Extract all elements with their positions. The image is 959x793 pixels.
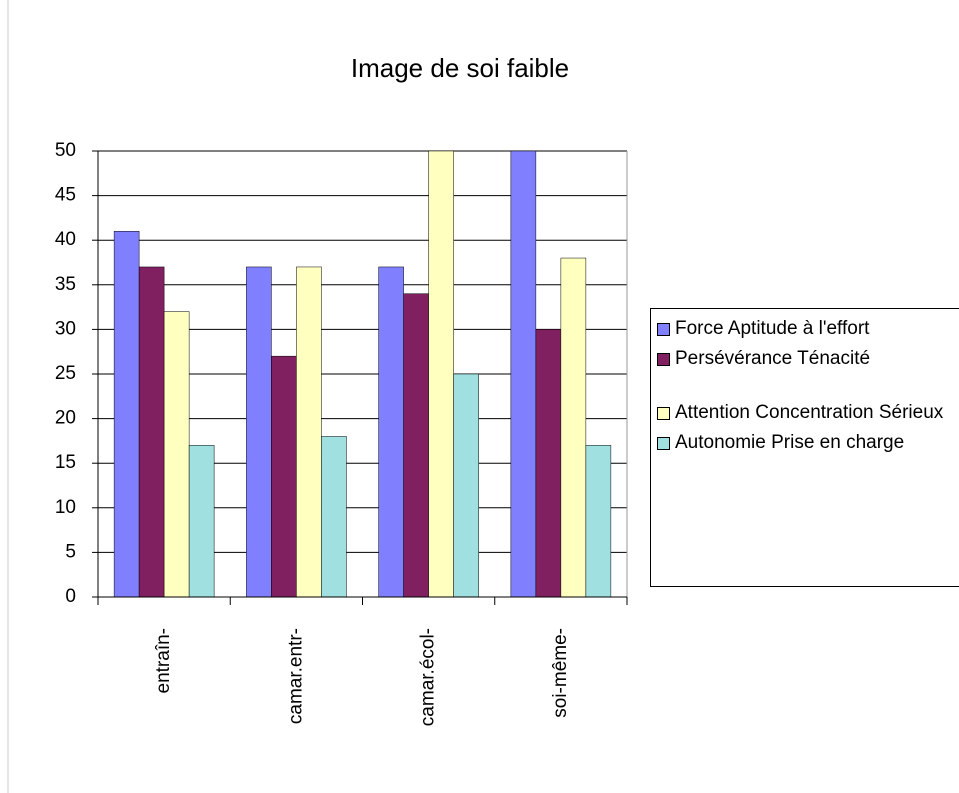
x-tick-label: soi-même-: [550, 628, 571, 718]
bar: [138, 266, 165, 598]
bar: [188, 445, 215, 598]
legend-entry: Attention Concentration Sérieux: [657, 401, 959, 425]
legend-swatch: [657, 353, 670, 366]
bar: [428, 150, 454, 598]
y-tick-label: 0: [65, 586, 76, 607]
bar: [535, 329, 562, 598]
legend-swatch: [657, 323, 670, 336]
y-tick-label: 10: [55, 497, 76, 518]
legend-entry: Persévérance Ténacité: [657, 347, 959, 371]
x-tick-label: entraîn-: [153, 628, 174, 693]
bar: [321, 436, 347, 598]
bar: [271, 355, 297, 598]
y-tick-label: 45: [55, 185, 76, 206]
legend-label: Force Aptitude à l'effort: [675, 318, 870, 339]
y-tick-label: 50: [55, 140, 76, 161]
x-tick-label: camar.entr-: [285, 628, 306, 724]
legend: Force Aptitude à l'effort Persévérance Té…: [650, 308, 959, 587]
y-tick-label: 15: [55, 452, 76, 473]
bar: [510, 150, 537, 598]
y-tick-label: 30: [55, 318, 76, 339]
bar: [378, 266, 404, 598]
bar: [246, 266, 272, 598]
bar: [453, 373, 479, 598]
bar: [560, 257, 587, 598]
legend-entry: Force Aptitude à l'effort: [657, 317, 959, 341]
legend-entry: Autonomie Prise en charge: [657, 431, 959, 455]
legend-label: Attention Concentration Sérieux: [675, 402, 944, 423]
x-tick-label: camar.écol-: [418, 628, 439, 726]
bar: [163, 311, 190, 598]
y-tick-label: 35: [55, 274, 76, 295]
bar: [403, 293, 429, 598]
y-tick-label: 40: [55, 229, 76, 250]
chart-title: Image de soi faible: [351, 53, 569, 83]
legend-label: Autonomie Prise en charge: [675, 432, 905, 453]
bar: [113, 231, 140, 598]
legend-swatch: [657, 407, 670, 420]
legend-label: Persévérance Ténacité: [675, 348, 871, 369]
bar: [585, 445, 612, 598]
y-tick-label: 20: [55, 408, 76, 429]
legend-swatch: [657, 437, 670, 450]
y-tick-label: 5: [65, 541, 76, 562]
y-tick-label: 25: [55, 363, 76, 384]
bar: [296, 266, 322, 598]
